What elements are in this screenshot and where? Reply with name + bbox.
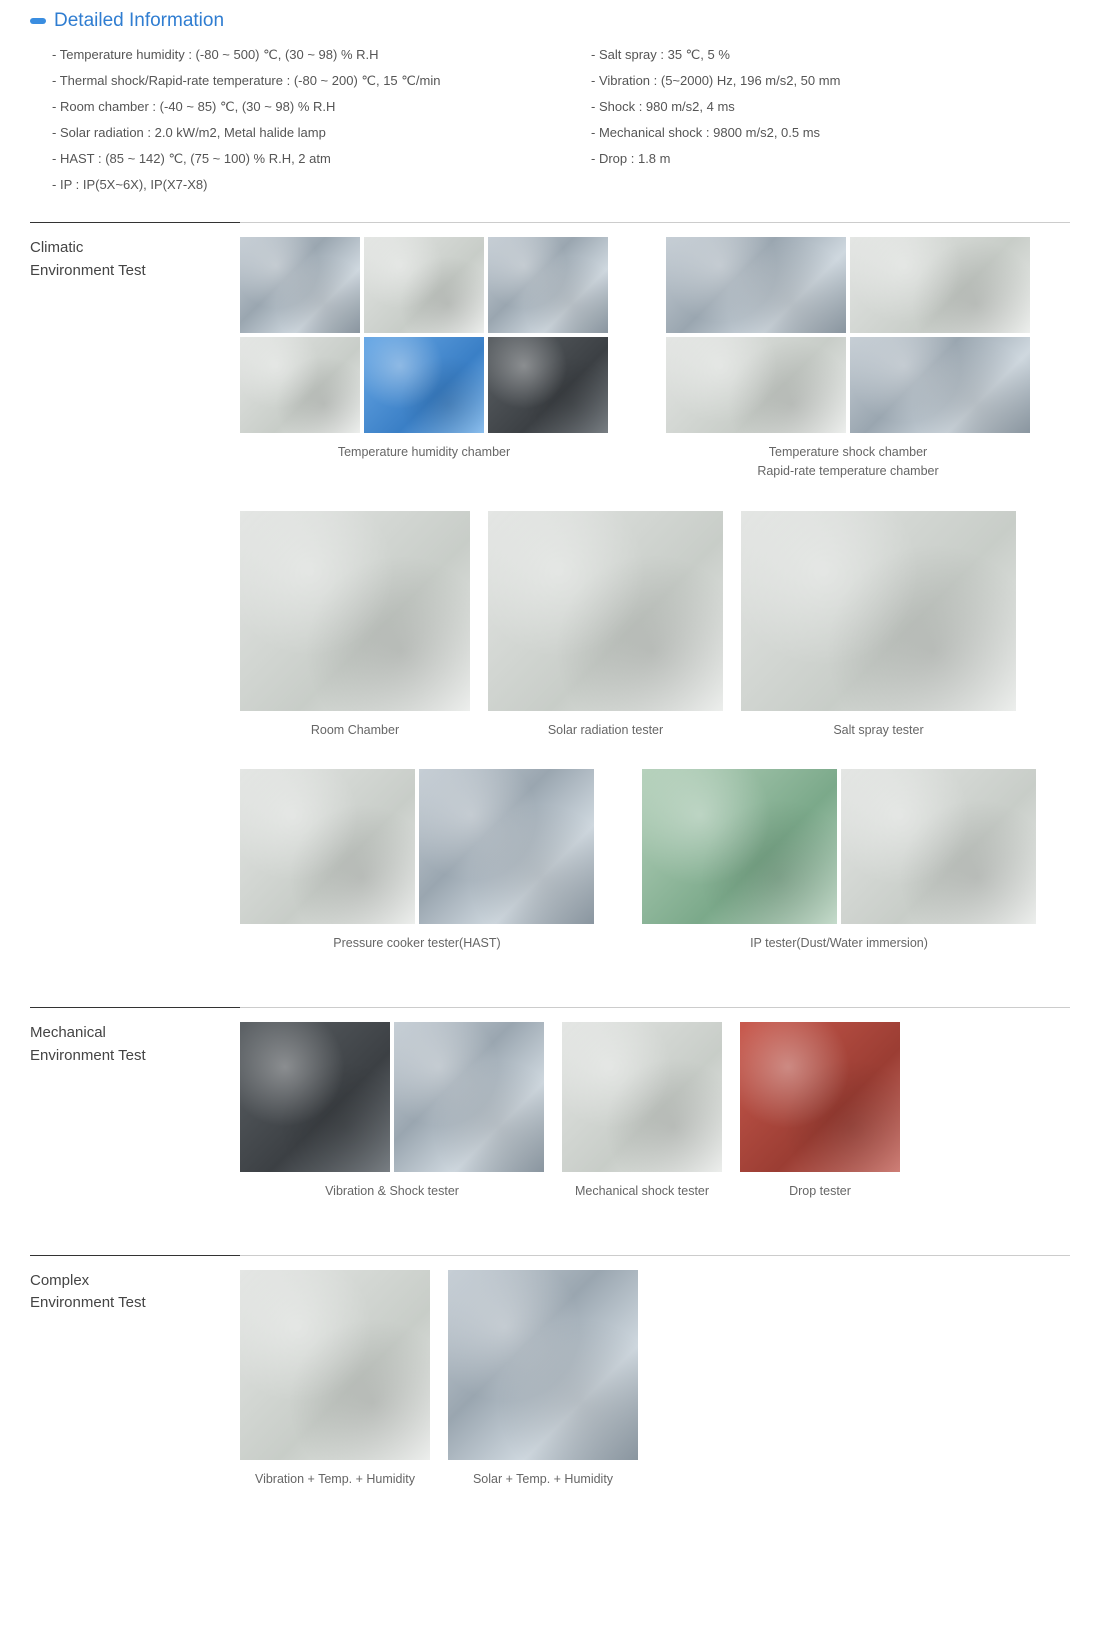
spec-item: Shock : 980 m/s2, 4 ms [591,94,1070,120]
equipment-photo [850,337,1030,433]
section-label: Climatic Environment Test [30,222,240,282]
equipment-photo [850,237,1030,333]
section-climatic: Climatic Environment Test Temperature hu… [30,222,1070,983]
equipment-temp-humidity: Temperature humidity chamber [240,237,608,481]
spec-item: Salt spray : 35 ℃, 5 % [591,42,1070,68]
caption: Vibration + Temp. + Humidity [255,1470,415,1489]
equipment-mech-shock: Mechanical shock tester [562,1022,722,1201]
page-title: Detailed Information [54,10,224,32]
spec-item: Thermal shock/Rapid-rate temperature : (… [52,68,531,94]
spec-list: Temperature humidity : (-80 ~ 500) ℃, (3… [52,42,1070,198]
equipment-photo [240,769,415,924]
caption: Pressure cooker tester(HAST) [333,934,500,953]
section-label: Mechanical Environment Test [30,1007,240,1067]
spec-item: Drop : 1.8 m [591,146,1070,172]
equipment-drop: Drop tester [740,1022,900,1201]
equipment-photo [240,337,360,433]
section-label: Complex Environment Test [30,1255,240,1315]
caption: Salt spray tester [833,721,923,740]
equipment-photo [666,337,846,433]
equipment-photo [741,511,1016,711]
equipment-hast: Pressure cooker tester(HAST) [240,769,594,953]
section-body: Temperature humidity chamber Temperature… [240,222,1070,983]
caption: Mechanical shock tester [575,1182,709,1201]
equipment-ip: IP tester(Dust/Water immersion) [642,769,1036,953]
equipment-photo [562,1022,722,1172]
caption: Room Chamber [311,721,399,740]
spec-item: Vibration : (5~2000) Hz, 196 m/s2, 50 mm [591,68,1070,94]
equipment-photo [642,769,837,924]
equipment-photo [488,237,608,333]
equipment-photo [488,511,723,711]
section-body: Vibration & Shock tester Mechanical shoc… [240,1007,1070,1231]
spec-item: Solar radiation : 2.0 kW/m2, Metal halid… [52,120,531,146]
section-header: Detailed Information [30,10,1070,32]
caption: Temperature humidity chamber [338,443,510,462]
spec-col-left: Temperature humidity : (-80 ~ 500) ℃, (3… [52,42,531,198]
spec-item: HAST : (85 ~ 142) ℃, (75 ~ 100) % R.H, 2… [52,146,531,172]
equipment-solar: Solar radiation tester [488,511,723,740]
spec-item: IP : IP(5X~6X), IP(X7-X8) [52,172,531,198]
equipment-vibration-shock: Vibration & Shock tester [240,1022,544,1201]
spec-col-right: Salt spray : 35 ℃, 5 % Vibration : (5~20… [591,42,1070,198]
equipment-photo [364,237,484,333]
equipment-photo [841,769,1036,924]
equipment-photo [448,1270,638,1460]
caption: Solar + Temp. + Humidity [473,1470,613,1489]
equipment-salt-spray: Salt spray tester [741,511,1016,740]
equipment-photo [394,1022,544,1172]
bullet-icon [30,18,46,24]
caption: Solar radiation tester [548,721,663,740]
equipment-temp-shock: Temperature shock chamber Rapid-rate tem… [666,237,1030,481]
spec-item: Mechanical shock : 9800 m/s2, 0.5 ms [591,120,1070,146]
caption: Drop tester [789,1182,851,1201]
equipment-photo [488,337,608,433]
section-mechanical: Mechanical Environment Test Vibration & … [30,1007,1070,1231]
equipment-solar-temp-hum: Solar + Temp. + Humidity [448,1270,638,1489]
equipment-photo [364,337,484,433]
equipment-room-chamber: Room Chamber [240,511,470,740]
equipment-photo [419,769,594,924]
equipment-photo [240,1022,390,1172]
caption: Temperature shock chamber Rapid-rate tem… [757,443,938,481]
equipment-photo [240,1270,430,1460]
equipment-photo [240,237,360,333]
section-complex: Complex Environment Test Vibration + Tem… [30,1255,1070,1519]
equipment-vib-temp-hum: Vibration + Temp. + Humidity [240,1270,430,1489]
equipment-photo [666,237,846,333]
caption: IP tester(Dust/Water immersion) [750,934,928,953]
equipment-photo [240,511,470,711]
spec-item: Temperature humidity : (-80 ~ 500) ℃, (3… [52,42,531,68]
caption: Vibration & Shock tester [325,1182,459,1201]
spec-item: Room chamber : (-40 ~ 85) ℃, (30 ~ 98) %… [52,94,531,120]
section-body: Vibration + Temp. + Humidity Solar + Tem… [240,1255,1070,1519]
equipment-photo [740,1022,900,1172]
